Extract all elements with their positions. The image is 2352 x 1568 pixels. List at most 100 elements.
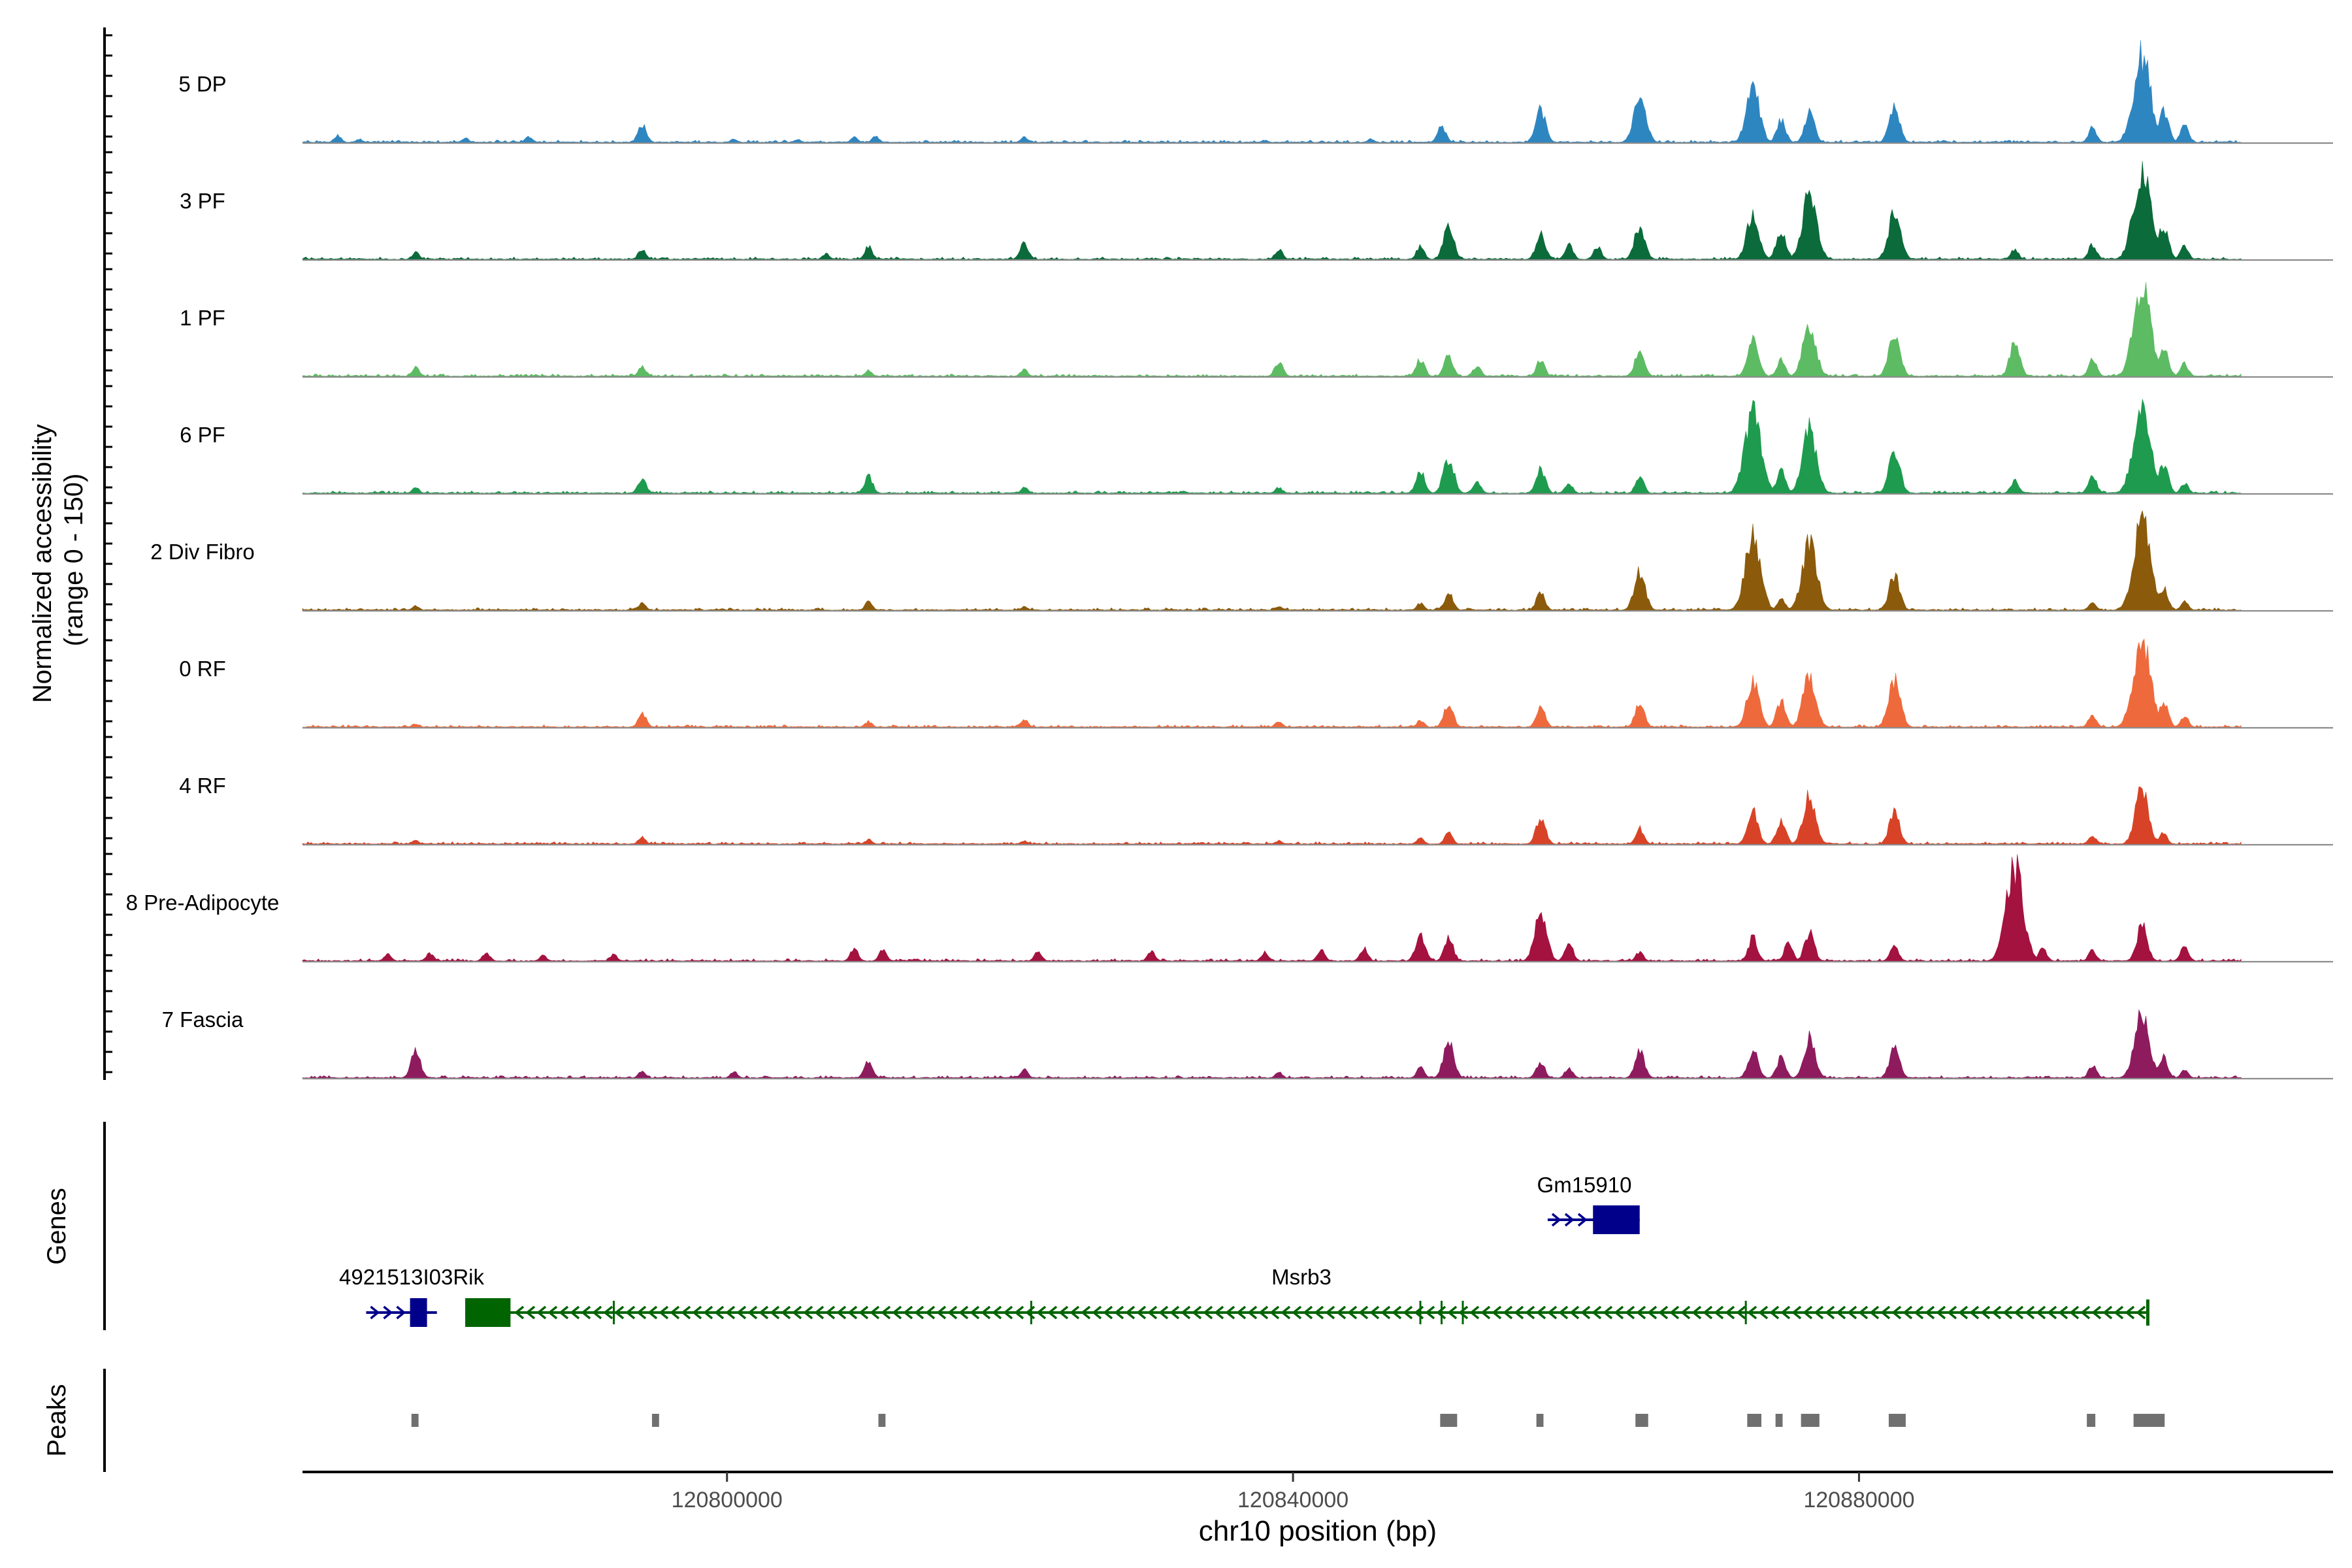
x-axis: 120800000 120840000 120880000 chr10 positi… xyxy=(302,1471,2333,1547)
strand-arrow xyxy=(370,1305,380,1320)
strand-arrow xyxy=(1947,1305,1957,1320)
strand-arrow xyxy=(1036,1305,1047,1320)
gene-exon xyxy=(465,1298,511,1327)
peak-intervals xyxy=(411,1414,2165,1427)
strand-arrow xyxy=(814,1305,825,1320)
strand-arrow xyxy=(2025,1305,2035,1320)
strand-arrow xyxy=(1925,1305,1935,1320)
strand-arrow xyxy=(858,1305,869,1320)
strand-arrow xyxy=(1014,1305,1024,1320)
strand-arrow xyxy=(1492,1305,1502,1320)
genes-track-label: Genes xyxy=(42,1188,71,1265)
strand-arrow xyxy=(1991,1305,2002,1320)
strand-arrow xyxy=(1680,1305,1691,1320)
peak-interval xyxy=(1801,1414,1820,1427)
strand-arrow xyxy=(1058,1305,1069,1320)
genes-track: Genes 4921513I03Rik Gm15910 Msrb3 xyxy=(42,1122,2149,1330)
strand-arrow xyxy=(1425,1305,1435,1320)
strand-arrow xyxy=(1269,1305,1280,1320)
strand-arrow xyxy=(636,1305,647,1320)
strand-arrow xyxy=(914,1305,924,1320)
gene-msrb3: Msrb3 xyxy=(465,1265,2149,1327)
strand-arrow xyxy=(536,1305,547,1320)
strand-arrow xyxy=(1214,1305,1224,1320)
strand-arrow xyxy=(1247,1305,1258,1320)
strand-arrow xyxy=(2136,1305,2146,1320)
strand-arrow xyxy=(1847,1305,1857,1320)
strand-arrow xyxy=(1225,1305,1235,1320)
strand-arrow xyxy=(958,1305,969,1320)
strand-arrow xyxy=(747,1305,758,1320)
strand-arrow xyxy=(1103,1305,1113,1320)
strand-arrow xyxy=(1347,1305,1358,1320)
track-6-pf: 6 PF xyxy=(180,399,2333,495)
signal-area-8-pre-adipocyte xyxy=(302,854,2242,962)
strand-arrow xyxy=(1658,1305,1669,1320)
strand-arrow xyxy=(1325,1305,1335,1320)
strand-arrow xyxy=(847,1305,858,1320)
strand-arrow xyxy=(1564,1213,1575,1227)
strand-arrow xyxy=(1551,1213,1561,1227)
track-7-fascia: 7 Fascia xyxy=(162,1007,2333,1080)
strand-arrow xyxy=(2114,1305,2124,1320)
strand-arrow xyxy=(570,1305,580,1320)
strand-arrow xyxy=(1669,1305,1680,1320)
strand-arrow xyxy=(1636,1305,1646,1320)
strand-arrow xyxy=(736,1305,747,1320)
strand-arrow xyxy=(1169,1305,1180,1320)
x-tick-label: 120880000 xyxy=(1803,1488,1914,1512)
strand-arrow xyxy=(1558,1305,1569,1320)
strand-arrow xyxy=(825,1305,836,1320)
track-label: 8 Pre-Adipocyte xyxy=(126,890,280,915)
signal-area-3-pf xyxy=(302,161,2242,260)
strand-arrow xyxy=(647,1305,658,1320)
x-axis-ticks: 120800000 120840000 120880000 xyxy=(672,1472,1915,1512)
track-2-div-fibro: 2 Div Fibro xyxy=(150,510,2333,612)
strand-arrow xyxy=(1580,1305,1591,1320)
strand-arrow xyxy=(1614,1305,1624,1320)
strand-arrow xyxy=(625,1305,636,1320)
track-label: 4 RF xyxy=(179,774,226,798)
strand-arrow xyxy=(1980,1305,1991,1320)
strand-arrow xyxy=(870,1305,880,1320)
gene-exon xyxy=(410,1298,427,1327)
peak-interval xyxy=(2133,1414,2165,1427)
strand-arrow xyxy=(1547,1305,1558,1320)
strand-arrow xyxy=(2002,1305,2013,1320)
strand-arrow xyxy=(1592,1305,1602,1320)
x-tick-label: 120840000 xyxy=(1237,1488,1348,1512)
strand-arrow xyxy=(1891,1305,1902,1320)
strand-arrow xyxy=(681,1305,691,1320)
strand-arrow xyxy=(970,1305,980,1320)
strand-arrow xyxy=(1958,1305,1968,1320)
strand-arrow xyxy=(1969,1305,1980,1320)
strand-arrow xyxy=(1703,1305,1713,1320)
strand-arrow xyxy=(559,1305,569,1320)
strand-arrow xyxy=(592,1305,602,1320)
strand-arrow xyxy=(1791,1305,1802,1320)
gene-label: 4921513I03Rik xyxy=(339,1265,485,1289)
strand-arrow xyxy=(781,1305,791,1320)
gene-gm15910: Gm15910 xyxy=(1537,1173,1640,1234)
strand-arrow xyxy=(770,1305,780,1320)
strand-arrow xyxy=(1836,1305,1846,1320)
strand-arrow xyxy=(981,1305,991,1320)
strand-arrow xyxy=(1369,1305,1380,1320)
strand-arrow xyxy=(892,1305,902,1320)
strand-arrow xyxy=(670,1305,680,1320)
strand-arrow xyxy=(383,1305,393,1320)
strand-arrow xyxy=(1725,1305,1735,1320)
peak-interval xyxy=(1888,1414,1906,1427)
strand-arrow xyxy=(1158,1305,1169,1320)
peak-interval xyxy=(1536,1414,1544,1427)
strand-arrow xyxy=(1936,1305,1946,1320)
strand-arrow xyxy=(1403,1305,1413,1320)
strand-arrow xyxy=(1136,1305,1147,1320)
peak-interval xyxy=(2087,1414,2096,1427)
strand-arrow xyxy=(514,1305,525,1320)
strand-arrow xyxy=(2091,1305,2102,1320)
strand-arrow xyxy=(936,1305,947,1320)
strand-arrow xyxy=(692,1305,702,1320)
strand-arrow xyxy=(903,1305,913,1320)
strand-arrow xyxy=(1647,1305,1658,1320)
